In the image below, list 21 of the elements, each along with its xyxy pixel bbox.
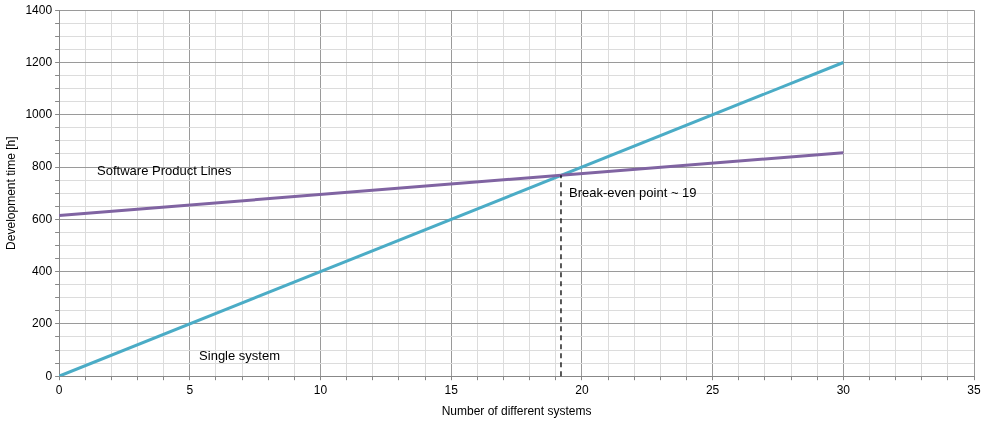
x-tick-label: 15 [444, 382, 459, 397]
y-tick-label: 200 [32, 316, 53, 331]
y-tick-label: 600 [32, 211, 53, 226]
y-axis-title: Development time [h] [3, 136, 18, 250]
x-tick-label: 30 [836, 382, 851, 397]
x-tick-label: 35 [967, 382, 981, 397]
y-tick-label: 1000 [25, 107, 53, 122]
x-tick-label: 25 [705, 382, 720, 397]
x-tick-label: 5 [186, 382, 194, 397]
y-tick-label: 800 [32, 159, 53, 174]
x-axis-title: Number of different systems [441, 404, 592, 419]
x-tick-label: 20 [575, 382, 589, 397]
x-tick-label: 10 [313, 382, 328, 397]
y-tick-label: 1200 [25, 54, 53, 69]
series-label: Software Product Lines [97, 163, 232, 178]
y-tick-label: 0 [45, 368, 53, 383]
y-tick-label: 400 [32, 263, 53, 278]
ref-line-label: Break-even point ~ 19 [568, 184, 697, 200]
x-tick-label: 0 [55, 382, 63, 397]
y-tick-label: 1400 [25, 2, 53, 17]
series-label: Single system [199, 347, 281, 363]
